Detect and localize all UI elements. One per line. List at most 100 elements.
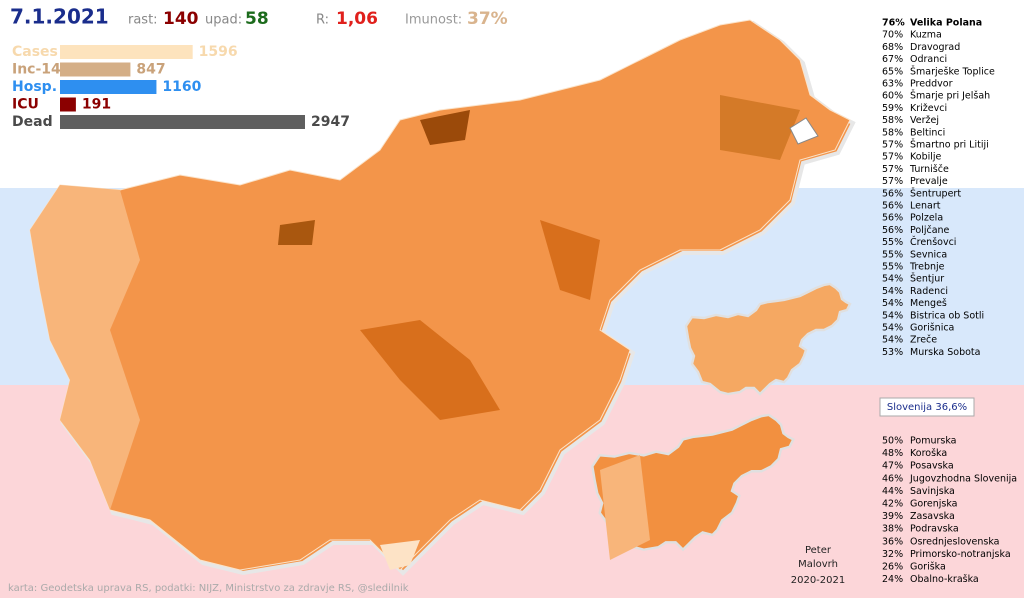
municipality-name: Beltinci [910,127,945,138]
region-pct: 32% [882,549,903,560]
municipality-pct: 54% [882,335,903,346]
author: Peter Malovrh 2020-2021 [791,545,846,586]
region-name: Jugovzhodna Slovenija [909,473,1017,484]
municipality-pct: 53% [882,347,903,358]
credits: karta: Geodetska uprava RS, podatki: NIJ… [8,583,409,594]
imunost-value: 37% [467,9,508,29]
municipality-name: Gorišnica [910,323,954,334]
rast-value: 140 [163,9,199,29]
municipality-pct: 56% [882,225,903,236]
municipality-pct: 56% [882,188,903,199]
bar-label: Dead [12,114,53,130]
region-pct: 47% [882,461,903,472]
municipality-name: Poljčane [910,225,950,236]
region-name: Podravska [910,524,959,535]
main-map [29,19,855,575]
region-pct: 36% [882,536,903,547]
bar-label: Inc-14 [12,62,61,78]
region-name: Posavska [910,461,954,472]
municipality-name: Dravograd [910,42,960,53]
municipality-pct: 58% [882,127,903,138]
municipality-pct: 56% [882,213,903,224]
bar [60,97,76,112]
municipality-pct: 55% [882,262,903,273]
municipality-name: Križevci [910,103,947,114]
municipality-pct: 67% [882,54,903,65]
municipality-name: Veržej [910,115,939,126]
municipality-pct: 59% [882,103,903,114]
municipality-pct: 54% [882,298,903,309]
author-line: Malovrh [798,559,838,570]
municipality-pct: 63% [882,79,903,90]
bar [60,80,157,94]
municipality-pct: 57% [882,164,903,175]
region-name: Gorenjska [910,499,957,510]
author-line: Peter [805,545,832,556]
municipality-name: Šmarje pri Jelšah [910,90,990,102]
region-pct: 26% [882,562,903,573]
national-box [879,397,975,417]
municipality-name: Šmartno pri Litiji [910,139,989,151]
national-total: Slovenija 36,6% [887,402,967,413]
municipality-name: Radenci [910,286,948,297]
municipality-name: Polzela [910,213,943,224]
municipality-name: Sevnica [910,249,947,260]
region-name: Savinjska [910,486,955,497]
municipality-list: 76% Velika Polana 70% Kuzma 68% Dravograd 67% O… [882,18,995,358]
rast-label: rast: [128,13,158,28]
header: 7.1.2021 rast: 140 upad: 58 R: 1,06 Imun… [10,5,508,30]
municipality-name: Kuzma [910,30,942,41]
municipality-pct: 68% [882,42,903,53]
municipality-pct: 57% [882,176,903,187]
municipality-pct: 58% [882,115,903,126]
municipality-pct: 54% [882,274,903,285]
municipality-pct: 55% [882,237,903,248]
region-name: Osrednjeslovenska [910,536,1000,547]
bar-value: 2947 [311,114,350,130]
municipality-name: Bistrica ob Sotli [910,310,984,321]
municipality-name: Murska Sobota [910,347,980,358]
bar-value: 191 [82,97,111,113]
bar-value: 847 [136,62,165,78]
bar-label: Cases [12,44,58,60]
author-line: 2020-2021 [791,575,846,586]
municipality-name: Lenart [910,201,941,212]
region-pct: 46% [882,473,903,484]
municipality-name: Preddvor [910,79,953,90]
bar [60,62,131,77]
region-name: Goriška [910,562,946,573]
municipality-name: Kobilje [910,152,942,163]
region-pct: 38% [882,524,903,535]
bar-label: Hosp. [12,79,57,95]
stat-bars: Cases 1596 Inc-14 847 Hosp. 1160 ICU 191 Dead 294… [12,44,350,130]
municipality-name: Črenšovci [910,236,956,248]
region-name: Koroška [910,448,947,459]
region-pct: 24% [882,574,903,585]
municipality-pct: 65% [882,66,903,77]
municipality-pct: 60% [882,91,903,102]
municipality-pct: 70% [882,30,903,41]
municipality-name: Šentjur [910,273,944,285]
inset-map-regions [591,413,795,560]
municipality-pct: 54% [882,286,903,297]
municipality-pct: 57% [882,140,903,151]
municipality-name: Turnišče [909,164,949,175]
bar [60,45,193,59]
region-name: Zasavska [910,511,955,522]
municipality-pct: 55% [882,249,903,260]
region-pct: 39% [882,511,903,522]
region-name: Obalno-kraška [910,574,979,585]
municipality-name: Velika Polana [910,18,982,29]
municipality-name: Šentrupert [910,187,961,199]
upad-value: 58 [245,9,269,29]
region-name: Pomurska [910,436,957,447]
municipality-pct: 57% [882,152,903,163]
bar-label: ICU [12,97,39,113]
municipality-pct: 54% [882,310,903,321]
municipality-name: Mengeš [910,298,947,309]
municipality-name: Odranci [910,54,947,65]
municipality-name: Prevalje [910,176,948,187]
municipality-name: Šmarješke Toplice [910,65,995,77]
